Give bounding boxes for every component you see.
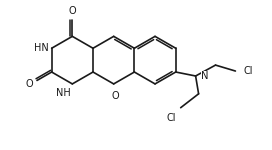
Text: HN: HN (34, 43, 49, 53)
Text: O: O (112, 91, 119, 101)
Text: NH: NH (55, 88, 70, 98)
Text: O: O (69, 6, 76, 16)
Text: N: N (200, 71, 208, 81)
Text: Cl: Cl (243, 66, 253, 76)
Text: Cl: Cl (166, 113, 176, 123)
Text: O: O (25, 79, 33, 89)
